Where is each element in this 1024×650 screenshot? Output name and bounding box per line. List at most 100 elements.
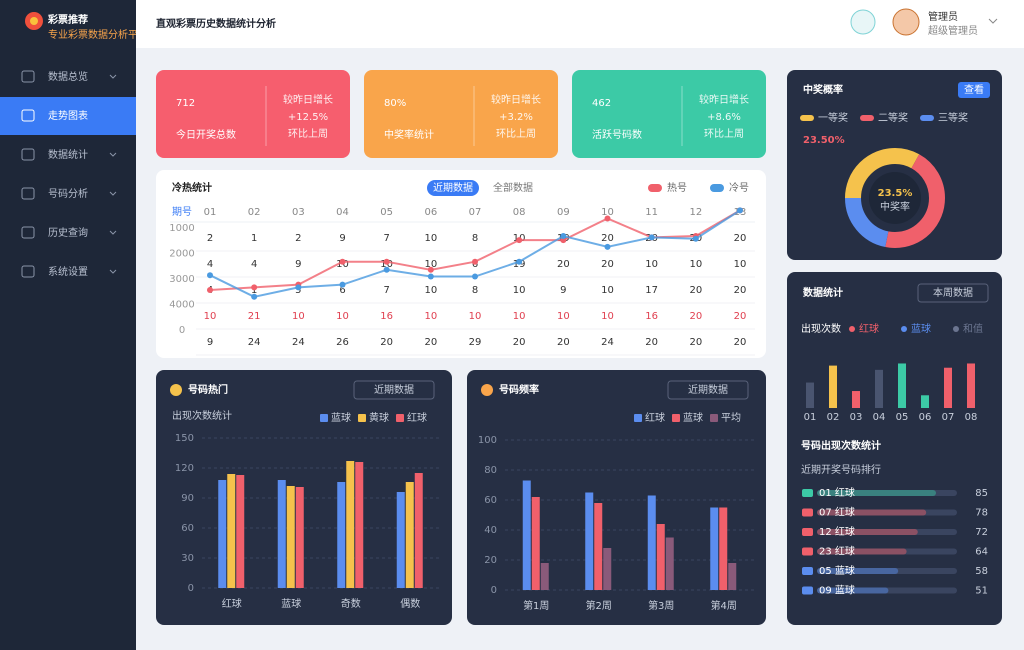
progress-bar — [817, 490, 936, 496]
bar — [603, 548, 612, 590]
trend-point — [692, 235, 699, 242]
menu-item[interactable]: 走势图表 — [48, 109, 88, 122]
menu-item[interactable]: 系统设置 — [48, 265, 88, 278]
kpi-value: 462 — [592, 98, 611, 109]
bar — [852, 391, 860, 408]
trend-point — [427, 266, 434, 273]
menu-icon — [21, 109, 35, 122]
bar — [665, 537, 674, 590]
cell: 20 — [424, 337, 437, 348]
trend-point — [737, 207, 743, 214]
menu-item[interactable]: 数据总览 — [48, 70, 88, 83]
bar — [346, 461, 355, 588]
bar — [531, 497, 540, 590]
cell: 10 — [645, 259, 658, 270]
bar — [337, 482, 346, 588]
card — [364, 70, 558, 158]
chevron — [109, 191, 117, 196]
cell: 20 — [734, 233, 747, 244]
button-label[interactable]: 查看 — [964, 83, 984, 96]
legend-title: 出现次数 — [801, 322, 841, 335]
kpi-note: 较昨日增长 — [491, 93, 541, 106]
bar — [898, 363, 906, 408]
trend-point — [383, 266, 390, 273]
column-header: 10 — [601, 207, 614, 218]
legend-label: 黄球 — [369, 411, 389, 424]
menu-item[interactable]: 数据统计 — [48, 148, 88, 161]
button[interactable] — [958, 82, 990, 98]
menu-item[interactable]: 历史查询 — [48, 226, 88, 239]
progress-bar — [817, 548, 907, 555]
bar — [236, 475, 245, 588]
trend-point — [207, 272, 213, 279]
bar — [944, 367, 952, 408]
cell: 10 — [601, 311, 614, 322]
card — [572, 70, 766, 158]
bar — [227, 474, 236, 588]
filter-label[interactable]: 本周数据 — [933, 286, 973, 299]
card — [156, 70, 350, 158]
card-title: 冷热统计 — [172, 181, 212, 194]
filter-label[interactable]: 近期数据 — [688, 383, 728, 396]
avatar[interactable] — [892, 8, 920, 36]
legend-dot — [849, 326, 855, 332]
list-value: 58 — [975, 566, 988, 577]
chevron — [109, 74, 117, 79]
legend-label: 蓝球 — [331, 411, 351, 424]
cell: 20 — [557, 259, 570, 270]
cell: 10 — [513, 311, 526, 322]
legend-label: 冷号 — [729, 181, 749, 194]
progress-track — [817, 568, 957, 574]
menu-item[interactable]: 号码分析 — [48, 187, 88, 200]
y-tick-label: 80 — [484, 465, 497, 476]
chevron — [109, 152, 117, 157]
kpi-note: +8.6% — [707, 112, 741, 123]
user-chevron[interactable] — [988, 18, 998, 24]
cell: 10 — [601, 285, 614, 296]
cell: 10 — [424, 285, 437, 296]
trend-point — [339, 281, 346, 288]
x-tick-label: 第4周 — [711, 599, 737, 612]
list-swatch — [802, 528, 813, 536]
list-label: 07 红球 — [819, 506, 855, 519]
bar — [656, 524, 665, 590]
trend-point — [516, 258, 523, 265]
list-swatch — [802, 567, 813, 575]
tab[interactable]: 近期数据 — [433, 181, 473, 194]
legend-swatch — [710, 184, 724, 192]
y-tick-label: 100 — [478, 435, 497, 446]
cell: 10 — [424, 259, 437, 270]
x-tick-label: 第2周 — [586, 599, 612, 612]
legend-label: 三等奖 — [938, 111, 968, 124]
filter-box[interactable] — [667, 380, 749, 400]
column-header: 03 — [292, 207, 305, 218]
cell: 10 — [734, 259, 747, 270]
cell: 20 — [601, 259, 614, 270]
tab[interactable]: 全部数据 — [493, 181, 533, 194]
filter-box[interactable] — [917, 283, 989, 303]
logo-text: 彩票推荐 — [47, 13, 88, 26]
column-header: 期号 — [172, 206, 192, 218]
legend-dot — [901, 326, 907, 332]
kpi-label: 活跃号码数 — [592, 128, 642, 141]
x-tick-label: 蓝球 — [281, 597, 301, 610]
y-tick-label: 60 — [181, 523, 194, 534]
x-tick-label: 第1周 — [523, 599, 549, 612]
filter-label[interactable]: 近期数据 — [374, 383, 414, 396]
bar — [728, 563, 737, 590]
list-label: 12 红球 — [819, 525, 855, 538]
search-icon[interactable] — [850, 9, 876, 35]
progress-bar — [817, 529, 918, 535]
column-header: 08 — [513, 207, 526, 218]
cell: 26 — [336, 337, 349, 348]
cell: 16 — [645, 311, 658, 322]
filter-box[interactable] — [353, 380, 435, 400]
column-header: 01 — [204, 207, 217, 218]
cell: 24 — [601, 337, 614, 348]
trend-point — [604, 215, 611, 222]
trend-point — [251, 284, 258, 291]
bar — [921, 395, 929, 408]
trend-point — [295, 284, 302, 291]
user-role: 超级管理员 — [928, 24, 978, 37]
cell: 20 — [557, 337, 570, 348]
